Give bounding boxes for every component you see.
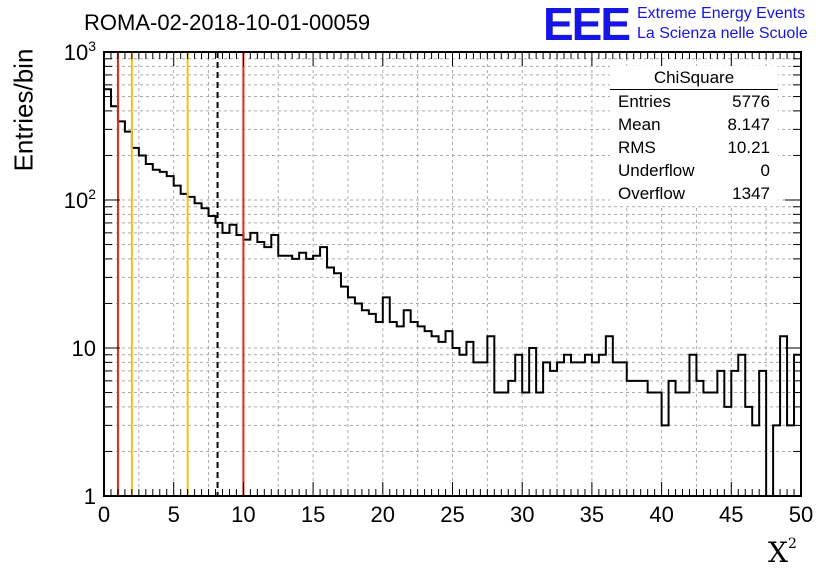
stats-box: ChiSquare Entries 5776 Mean 8.147 RMS 10.21 Un… [610, 66, 778, 205]
stats-value: 0 [760, 161, 770, 180]
logo-text: Extreme Energy Events La Scienza nelle S… [637, 4, 808, 44]
x-tick-label: 0 [98, 502, 110, 527]
y-tick-label: 103 [64, 38, 96, 65]
eee-logo: EEE [543, 0, 631, 50]
y-tick-label: 10 [72, 336, 96, 361]
stats-row-mean: Mean 8.147 [610, 113, 778, 136]
stats-name: ChiSquare [610, 66, 778, 90]
y-tick-label: 102 [64, 186, 96, 213]
x-tick-label: 35 [580, 502, 604, 527]
histogram-series [104, 88, 801, 497]
stats-value: 8.147 [727, 115, 770, 134]
x-axis-label: X2 [768, 536, 797, 569]
stats-row-entries: Entries 5776 [610, 90, 778, 113]
stats-row-underflow: Underflow 0 [610, 159, 778, 182]
y-tick-label: 1 [84, 484, 96, 509]
x-tick-label: 10 [231, 502, 255, 527]
stats-value: 5776 [732, 92, 770, 111]
stats-rows: Entries 5776 Mean 8.147 RMS 10.21 Underflow 0 Ov… [610, 90, 778, 205]
x-tick-label: 20 [371, 502, 395, 527]
x-tick-label: 30 [510, 502, 534, 527]
x-tick-label: 45 [719, 502, 743, 527]
x-tick-label: 15 [301, 502, 325, 527]
x-tick-label: 40 [649, 502, 673, 527]
logo-line2: La Scienza nelle Scuole [637, 25, 808, 42]
x-axis-label-base: X [768, 536, 788, 569]
stats-row-rms: RMS 10.21 [610, 136, 778, 159]
plot-title: ROMA-02-2018-10-01-00059 [84, 10, 371, 35]
stats-label: RMS [618, 138, 656, 157]
x-tick-label: 25 [440, 502, 464, 527]
stats-label: Mean [618, 115, 661, 134]
stats-label: Entries [618, 92, 671, 111]
stats-row-overflow: Overflow 1347 [610, 182, 778, 205]
stats-value: 10.21 [727, 138, 770, 157]
stats-label: Overflow [618, 184, 686, 203]
logo-line1: Extreme Energy Events [637, 5, 806, 22]
stats-label: Underflow [618, 161, 695, 180]
x-tick-label: 5 [168, 502, 180, 527]
stats-value: 1347 [732, 184, 770, 203]
y-axis-label: Entries/bin [8, 48, 39, 172]
x-axis-label-sup: 2 [787, 535, 797, 552]
x-tick-label: 50 [789, 502, 813, 527]
